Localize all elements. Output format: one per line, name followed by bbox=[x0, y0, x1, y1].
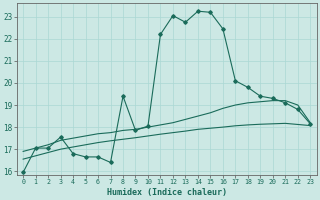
X-axis label: Humidex (Indice chaleur): Humidex (Indice chaleur) bbox=[107, 188, 227, 197]
